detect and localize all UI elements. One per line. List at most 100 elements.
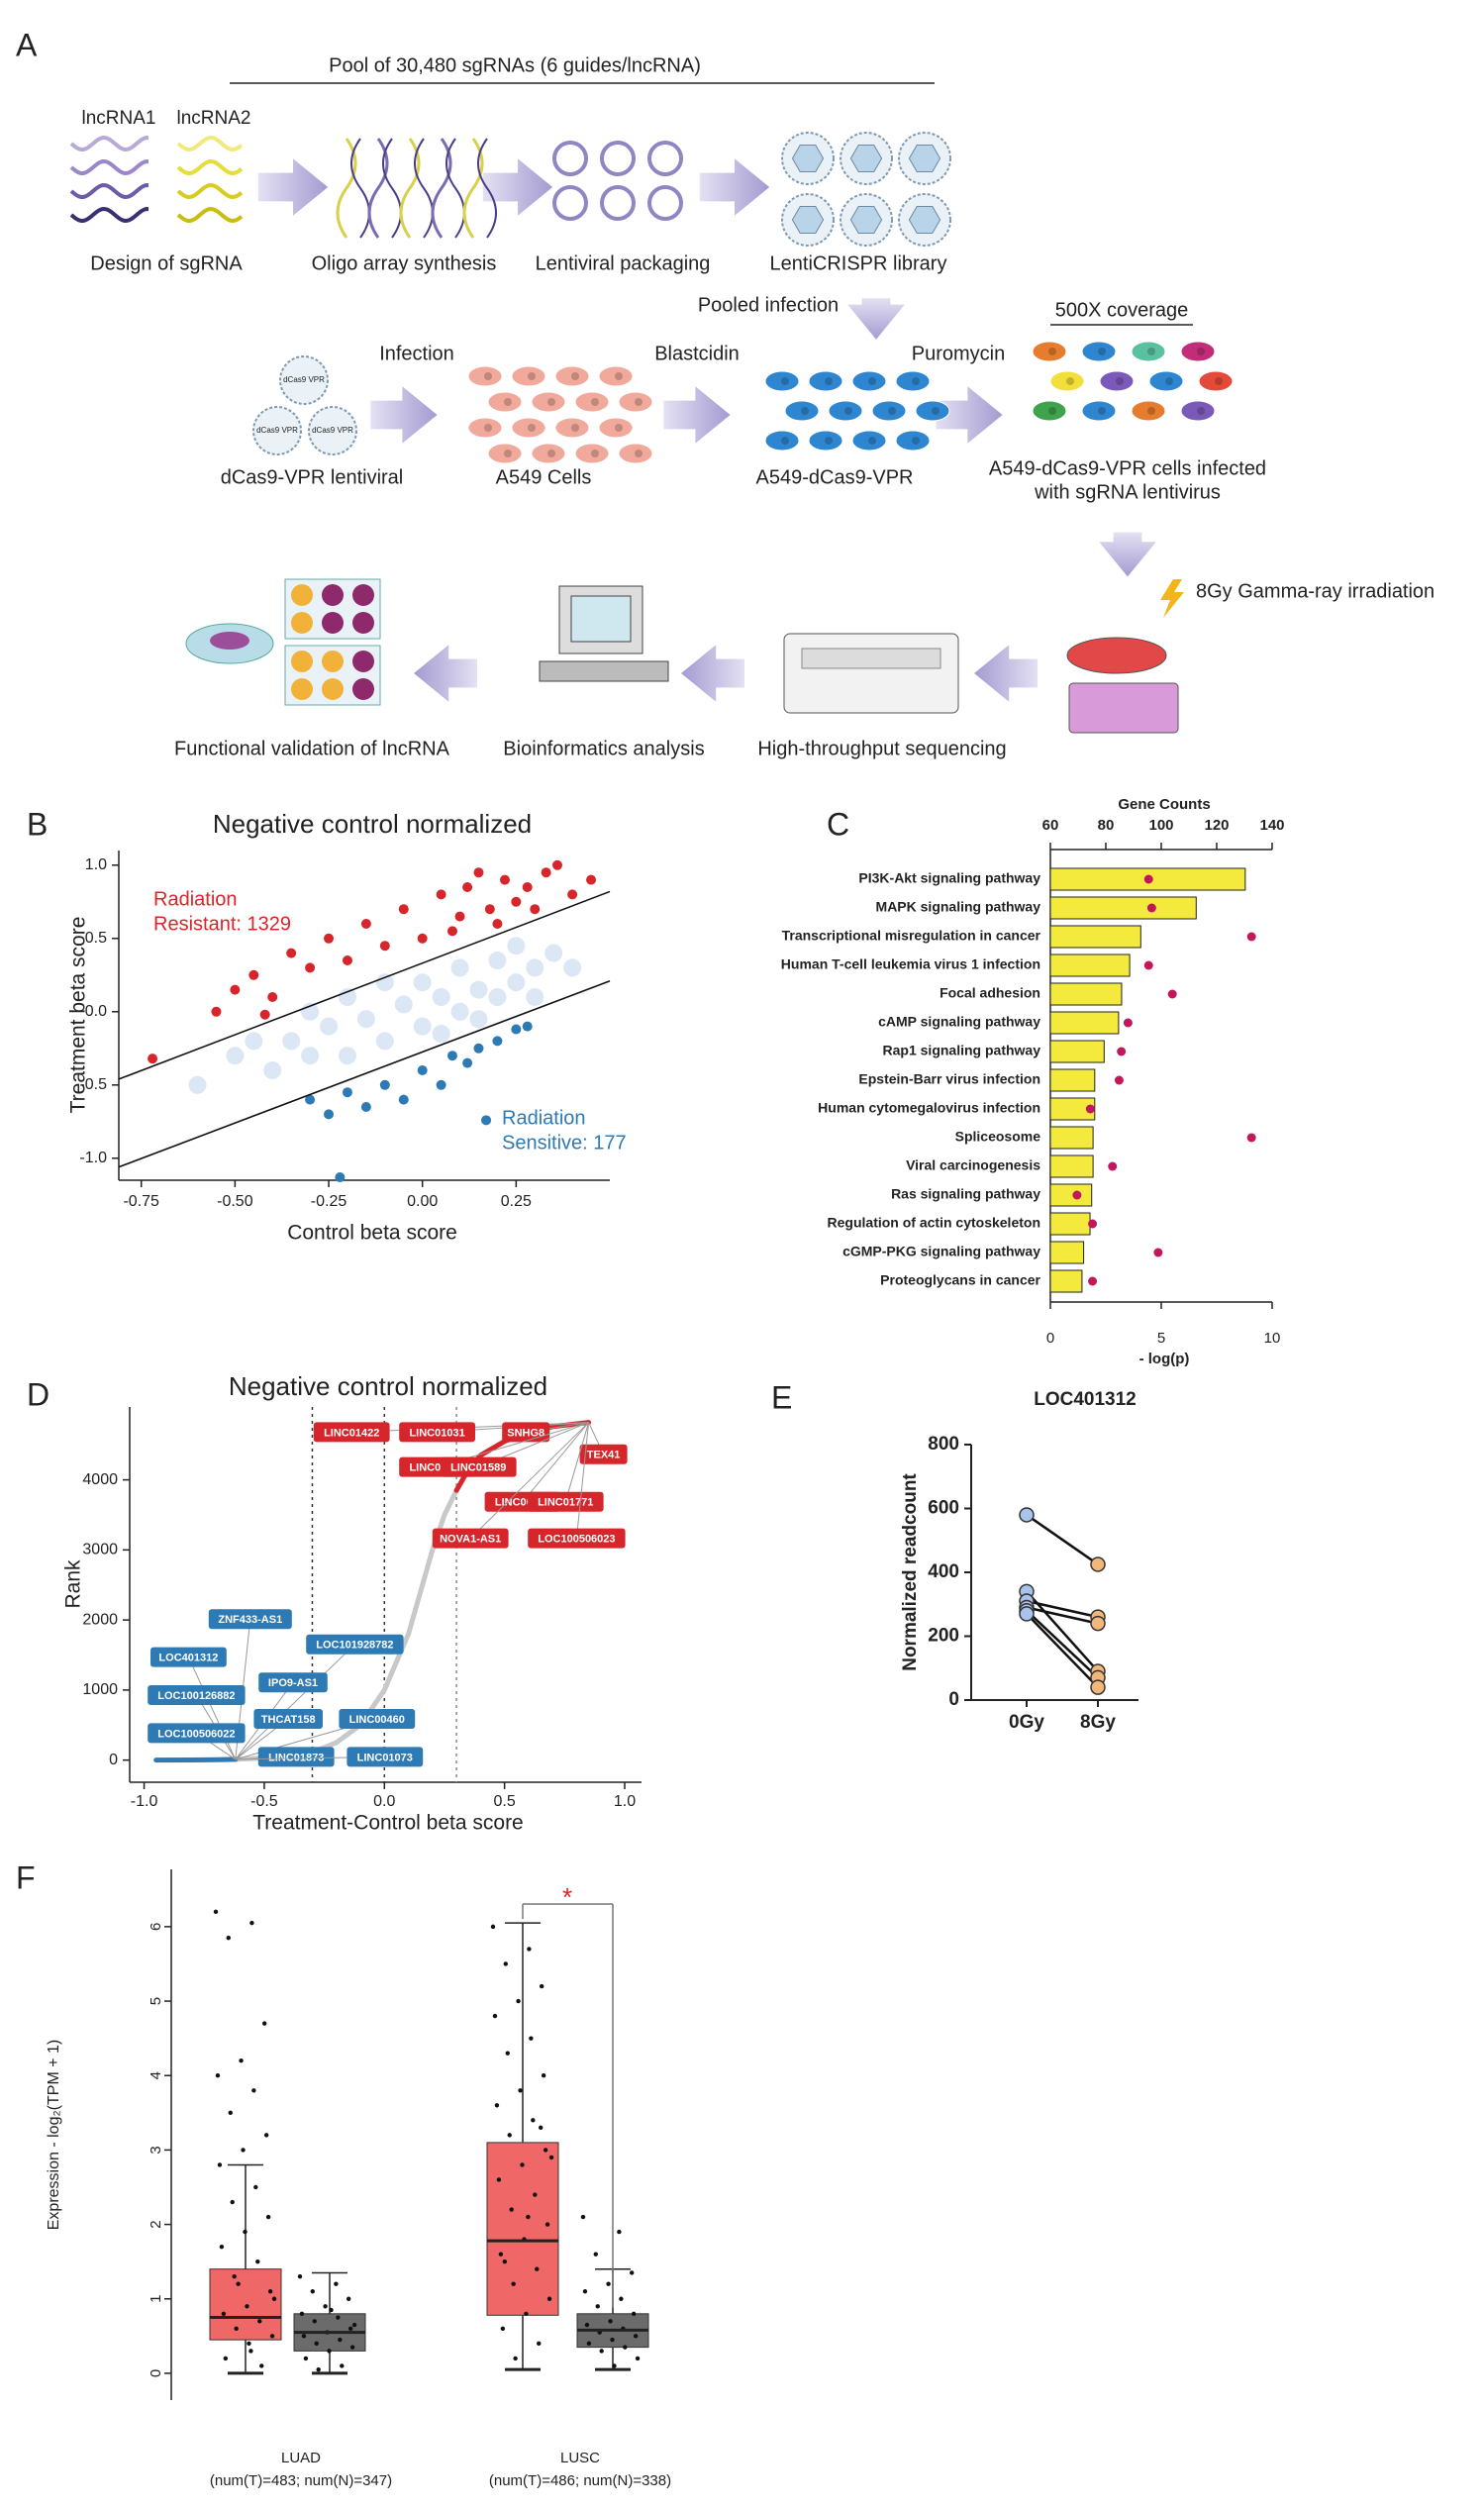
x-tick-label: 80 <box>1098 817 1115 834</box>
point <box>584 2322 590 2328</box>
point <box>1123 1018 1133 1028</box>
point <box>505 2051 510 2056</box>
rna-strand <box>69 183 149 199</box>
x2-tick-label: 5 <box>1157 1330 1165 1347</box>
capsid <box>908 144 941 173</box>
rna-strand <box>176 207 244 223</box>
point <box>1117 1047 1127 1056</box>
point <box>608 2319 613 2324</box>
cell <box>1131 341 1166 362</box>
point <box>488 952 507 969</box>
panel-label: E <box>771 1379 792 1415</box>
arrow-label: Puromycin <box>912 343 1005 364</box>
arrow-label: 500X coverage <box>1055 299 1189 321</box>
gene-label-box <box>208 1609 292 1630</box>
step-label: with sgRNA lentivirus <box>1034 481 1221 503</box>
point <box>226 1047 245 1065</box>
nucleus <box>591 398 599 406</box>
bar <box>1049 896 1197 920</box>
point <box>257 2319 262 2324</box>
gene-label-box <box>253 1709 323 1729</box>
point <box>417 1065 428 1075</box>
point <box>520 2162 525 2167</box>
point <box>526 2214 531 2220</box>
point <box>612 2363 617 2368</box>
bar <box>1049 953 1131 977</box>
point <box>267 992 278 1002</box>
cell <box>808 430 843 452</box>
gene-label-box <box>527 1491 604 1512</box>
step-label: Oligo array synthesis <box>312 252 497 274</box>
well <box>352 651 374 672</box>
x-tick-label: -0.25 <box>311 1193 347 1210</box>
point <box>499 874 510 885</box>
point <box>305 1094 316 1105</box>
point <box>599 2349 604 2354</box>
point <box>548 2155 554 2160</box>
cell <box>618 391 653 413</box>
point <box>484 904 495 915</box>
nucleus <box>932 407 940 415</box>
point <box>516 1998 521 2004</box>
gene-label: TEX41 <box>587 1450 621 1461</box>
point <box>454 911 465 922</box>
point <box>541 867 551 878</box>
point <box>544 2222 550 2227</box>
nucleus <box>1048 348 1056 355</box>
gene-label: LINC01771 <box>538 1497 593 1509</box>
point <box>524 2311 529 2316</box>
box <box>209 2268 282 2341</box>
x-tick-label: -0.5 <box>250 1793 278 1810</box>
point <box>635 2356 641 2361</box>
plasmid <box>647 141 683 176</box>
dish <box>1066 637 1167 674</box>
point <box>490 1924 496 1930</box>
point <box>1153 1248 1163 1257</box>
panel-label: A <box>16 27 38 62</box>
cell <box>1148 370 1184 392</box>
y-axis-label: Treatment beta score <box>67 917 90 1114</box>
y-tick-label: 2 <box>148 2220 164 2228</box>
point <box>606 2281 611 2286</box>
category-label: cAMP signaling pathway <box>878 1014 1040 1030</box>
point <box>338 2337 343 2343</box>
point <box>529 2036 534 2041</box>
point <box>629 2270 635 2275</box>
point <box>1146 903 1156 913</box>
point <box>148 1054 158 1064</box>
y-tick-label: 6 <box>148 1923 164 1931</box>
y-tick-label: -1.0 <box>79 1150 107 1166</box>
category-label: cGMP-PKG signaling pathway <box>842 1244 1040 1259</box>
nucleus <box>484 372 492 380</box>
gene-label: LINC01422 <box>324 1427 379 1439</box>
point <box>269 2334 275 2339</box>
significance-mark: * <box>562 1882 572 1912</box>
point <box>360 919 371 929</box>
well <box>352 612 374 634</box>
nucleus <box>484 424 492 432</box>
nucleus <box>635 398 643 406</box>
point <box>188 1075 207 1094</box>
leader-line <box>469 1422 589 1539</box>
point <box>230 2199 235 2205</box>
point <box>271 2296 277 2301</box>
point <box>241 2148 246 2153</box>
cell <box>851 370 887 392</box>
flow-arrow <box>482 158 553 216</box>
point <box>301 2334 307 2339</box>
point <box>530 904 541 915</box>
flow-arrow <box>847 298 905 340</box>
arrow-label: Blastcidin <box>654 343 740 364</box>
capsid <box>791 144 825 173</box>
well <box>291 612 313 634</box>
point <box>253 2184 258 2190</box>
annotation: Radiation <box>153 888 238 910</box>
screen <box>570 595 632 643</box>
pair-line <box>1026 1513 1099 1565</box>
gene-label-box <box>257 1747 335 1767</box>
nucleus <box>571 424 579 432</box>
y-tick-label: 0 <box>148 2369 164 2377</box>
point <box>215 2073 221 2078</box>
cell <box>828 400 863 422</box>
gene-label-box <box>528 1528 626 1549</box>
